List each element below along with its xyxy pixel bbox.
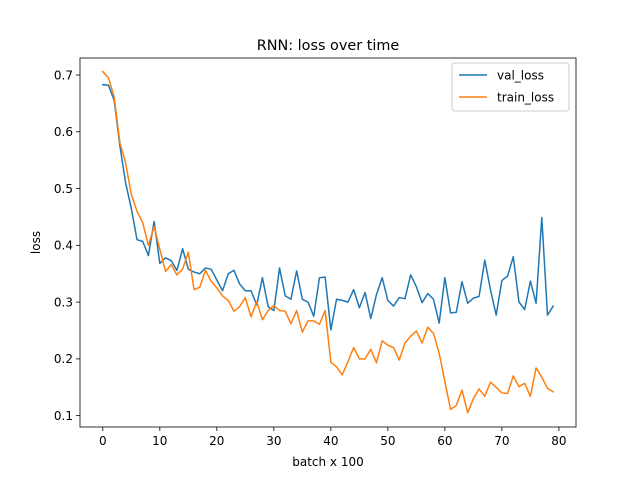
y-tick-label: 0.7 — [54, 68, 73, 82]
series-line-train-loss — [101, 70, 555, 414]
series-layer — [101, 70, 555, 414]
y-axis-ticks: 0.1 0.2 0.3 0.4 0.5 0.6 0.7 — [54, 68, 80, 423]
plot-frame — [79, 57, 577, 428]
x-axis-label: batch x 100 — [292, 455, 364, 469]
y-tick-label: 0.2 — [54, 352, 73, 366]
series-line-val-loss — [101, 83, 555, 331]
x-tick-label: 60 — [437, 434, 452, 448]
y-tick-label: 0.5 — [54, 182, 73, 196]
chart-title: RNN: loss over time — [257, 38, 400, 54]
y-axis-label: loss — [29, 231, 43, 254]
x-axis-ticks: 0 10 20 30 40 50 60 70 80 — [99, 427, 567, 448]
y-tick-label: 0.1 — [54, 409, 73, 423]
x-tick-label: 20 — [209, 434, 224, 448]
legend-label-train-loss: train_loss — [497, 91, 554, 105]
x-tick-label: 10 — [152, 434, 167, 448]
x-tick-label: 70 — [494, 434, 509, 448]
x-tick-label: 80 — [551, 434, 566, 448]
legend-label-val-loss: val_loss — [497, 69, 544, 83]
x-tick-label: 40 — [323, 434, 338, 448]
y-tick-label: 0.3 — [54, 295, 73, 309]
x-tick-label: 30 — [266, 434, 281, 448]
plot-area — [80, 58, 576, 427]
y-tick-label: 0.4 — [54, 239, 73, 253]
x-tick-label: 0 — [99, 434, 107, 448]
y-tick-label: 0.6 — [54, 125, 73, 139]
x-tick-label: 50 — [380, 434, 395, 448]
legend: val_loss train_loss — [451, 62, 570, 112]
